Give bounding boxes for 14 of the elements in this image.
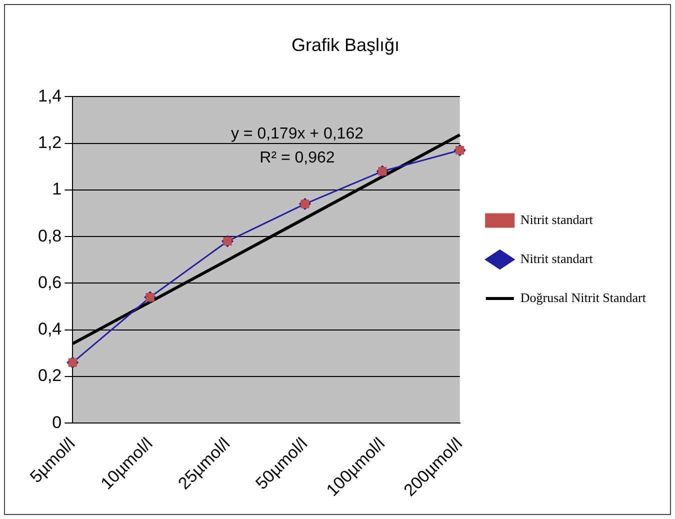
- y-tick-label: 0,4: [38, 320, 62, 339]
- y-tick-label: 0,8: [38, 226, 62, 246]
- annotation: R² = 0,962: [260, 150, 335, 167]
- legend-label: Doğrusal Nitrit Standart: [520, 290, 646, 305]
- y-tick-label: 1,4: [38, 86, 62, 106]
- y-tick-label: 0,6: [38, 272, 62, 292]
- y-tick-label: 0: [52, 412, 62, 432]
- legend-label: Nitrit standart: [520, 250, 594, 266]
- y-tick-label: 1: [52, 180, 62, 199]
- y-tick-label: 0,2: [38, 366, 62, 386]
- annotation: y = 0,179x + 0,162: [230, 126, 364, 143]
- legend-label: Nitrit standart: [520, 212, 594, 227]
- chart-title: Grafik Başlığı: [291, 34, 400, 55]
- y-tick-label: 1,2: [38, 132, 62, 152]
